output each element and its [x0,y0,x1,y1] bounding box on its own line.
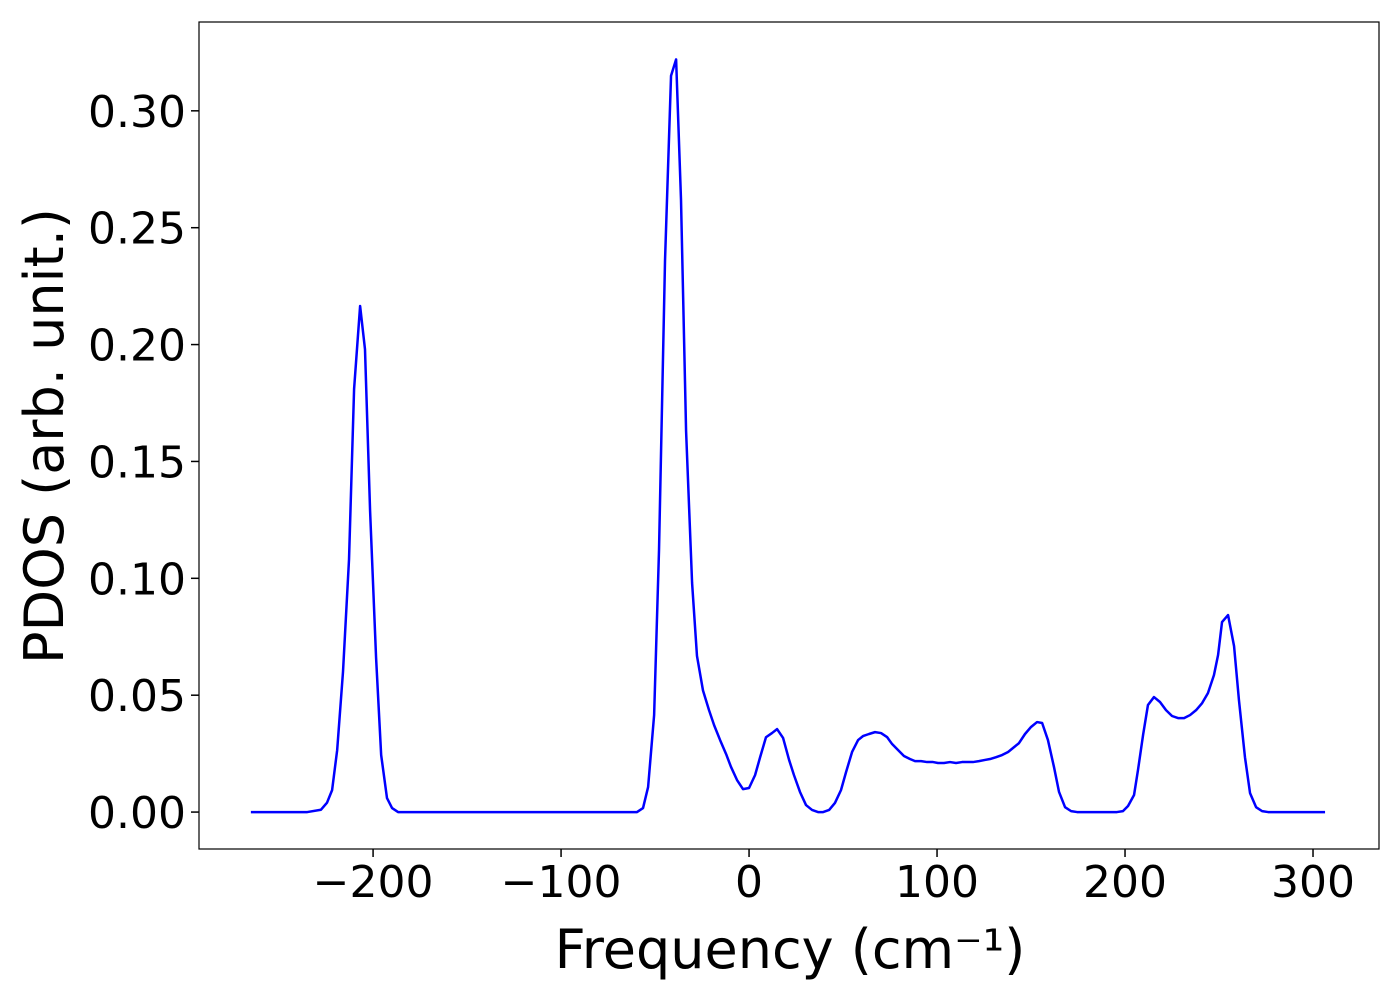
y-tick-label: 0.25 [88,204,186,255]
x-tick-label: −200 [313,857,434,908]
y-tick-label: 0.05 [88,671,186,722]
data-line [250,58,1326,814]
y-tick-label: 0.10 [88,554,186,605]
x-tick-label: 200 [1083,857,1167,908]
x-tick-label: −100 [501,857,622,908]
y-tick-label: 0.30 [88,87,186,138]
y-axis-label: PDOS (arb. unit.) [13,208,76,664]
plot-frame [198,21,1380,850]
y-tick-label: 0.15 [88,437,186,488]
x-axis-label: Frequency (cm⁻¹) [555,918,1026,981]
x-tick-label: 300 [1271,857,1355,908]
y-tick-label: 0.20 [88,321,186,372]
x-tick-label: 100 [895,857,979,908]
x-tick-label: 0 [735,857,763,908]
y-tick-label: 0.00 [88,788,186,839]
